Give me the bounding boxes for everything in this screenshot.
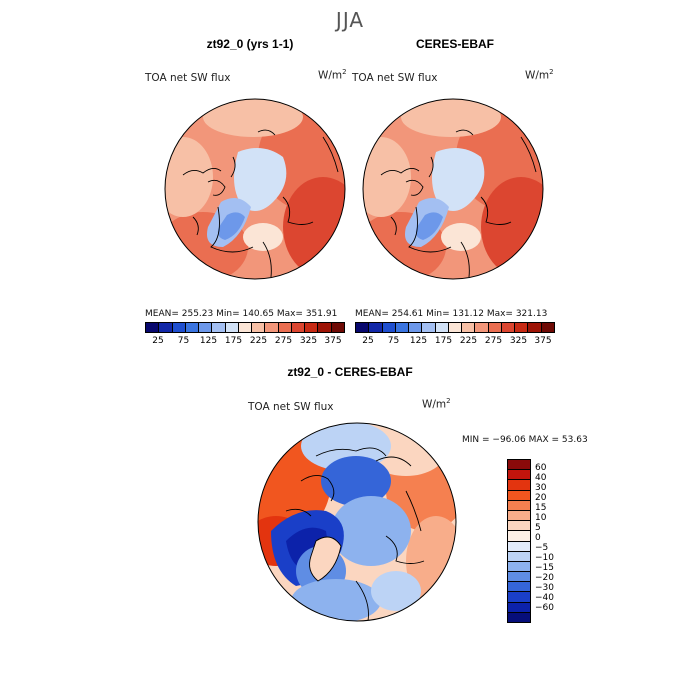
- colorbar-swatch: [448, 323, 463, 332]
- colorbar-swatch: [508, 470, 530, 481]
- colorbar-tick: 125: [409, 336, 428, 346]
- diff-polar-map: [257, 422, 457, 622]
- colorbar-tick: 175: [224, 336, 243, 346]
- colorbar-tick: 40: [535, 473, 547, 483]
- obs-units: W/m2: [525, 68, 554, 82]
- colorbar-swatch: [508, 541, 530, 552]
- obs-polar-map: [362, 98, 544, 280]
- colorbar-swatch: [508, 582, 530, 593]
- colorbar-tick: 5: [535, 523, 541, 533]
- colorbar-swatch: [199, 323, 213, 332]
- colorbar-swatch: [508, 521, 530, 532]
- colorbar-swatch: [488, 323, 502, 332]
- colorbar-tick: 225: [459, 336, 478, 346]
- diff-colorbar-labels: 60 40 30 20 15 10 5 0 −5 −10 −15 −20 −30…: [535, 459, 575, 621]
- colorbar-swatch: [508, 592, 530, 603]
- colorbar-swatch: [508, 531, 530, 542]
- colorbar-tick: 275: [274, 336, 293, 346]
- model-variable-label: TOA net SW flux: [145, 72, 231, 84]
- colorbar-tick: 325: [509, 336, 528, 346]
- colorbar-swatch: [501, 323, 516, 332]
- obs-stats: MEAN= 254.61 Min= 131.12 Max= 321.13: [355, 309, 548, 319]
- model-stats: MEAN= 255.23 Min= 140.65 Max= 351.91: [145, 309, 338, 319]
- colorbar-tick: −5: [535, 543, 549, 553]
- colorbar-tick: 20: [535, 493, 547, 503]
- diff-colorbar: [507, 459, 531, 623]
- colorbar-tick: −20: [535, 573, 554, 583]
- colorbar-swatch: [515, 323, 529, 332]
- colorbar-tick: 25: [152, 336, 164, 346]
- model-colorbar: [145, 322, 345, 333]
- model-colorbar-ticks: 25 75 125 175 225 275 325 375: [145, 336, 345, 346]
- colorbar-swatch: [508, 612, 530, 622]
- obs-colorbar: [355, 322, 555, 333]
- colorbar-tick: −40: [535, 593, 554, 603]
- model-units: W/m2: [318, 68, 347, 82]
- colorbar-swatch: [291, 323, 306, 332]
- colorbar-tick: 75: [387, 336, 400, 346]
- colorbar-swatch: [508, 561, 530, 573]
- colorbar-swatch: [238, 323, 253, 332]
- colorbar-swatch: [159, 323, 173, 332]
- colorbar-swatch: [318, 323, 332, 332]
- colorbar-swatch: [252, 323, 266, 332]
- colorbar-swatch: [508, 480, 530, 491]
- colorbar-swatch: [508, 572, 530, 583]
- colorbar-swatch: [508, 460, 530, 471]
- colorbar-tick: 10: [535, 513, 547, 523]
- colorbar-swatch: [462, 323, 476, 332]
- colorbar-tick: 30: [535, 483, 547, 493]
- colorbar-swatch: [435, 323, 449, 332]
- colorbar-swatch: [508, 551, 530, 562]
- colorbar-tick: −60: [535, 603, 554, 613]
- colorbar-swatch: [185, 323, 200, 332]
- colorbar-swatch: [508, 500, 530, 511]
- colorbar-tick: 75: [177, 336, 190, 346]
- colorbar-tick: −10: [535, 553, 554, 563]
- colorbar-tick: 275: [484, 336, 503, 346]
- colorbar-tick: −30: [535, 583, 554, 593]
- colorbar-swatch: [422, 323, 436, 332]
- colorbar-swatch: [172, 323, 186, 332]
- colorbar-swatch: [225, 323, 239, 332]
- colorbar-tick: 325: [299, 336, 318, 346]
- diff-units: W/m2: [422, 397, 451, 411]
- colorbar-tick: −15: [535, 563, 554, 573]
- colorbar-swatch: [528, 323, 542, 332]
- colorbar-swatch: [409, 323, 423, 332]
- colorbar-tick: 375: [324, 336, 342, 346]
- obs-variable-label: TOA net SW flux: [352, 72, 438, 84]
- colorbar-tick: 225: [249, 336, 268, 346]
- colorbar-tick: 60: [535, 463, 547, 473]
- colorbar-swatch: [475, 323, 489, 332]
- model-panel-title: zt92_0 (yrs 1-1): [206, 37, 294, 51]
- colorbar-swatch: [278, 323, 292, 332]
- colorbar-swatch: [395, 323, 410, 332]
- colorbar-swatch: [146, 323, 160, 332]
- colorbar-swatch: [382, 323, 396, 332]
- colorbar-swatch: [508, 602, 530, 613]
- colorbar-swatch: [508, 510, 530, 522]
- colorbar-swatch: [541, 323, 554, 332]
- colorbar-swatch: [305, 323, 319, 332]
- diff-stats: MIN = −96.06 MAX = 53.63: [462, 435, 588, 445]
- colorbar-tick: 175: [434, 336, 453, 346]
- colorbar-swatch: [356, 323, 370, 332]
- diff-variable-label: TOA net SW flux: [248, 401, 334, 413]
- colorbar-tick: 375: [534, 336, 552, 346]
- model-polar-map: [164, 98, 346, 280]
- diff-panel-title: zt92_0 - CERES-EBAF: [287, 365, 413, 379]
- colorbar-tick: 0: [535, 533, 541, 543]
- season-title: JJA: [335, 8, 365, 32]
- obs-panel-title: CERES-EBAF: [415, 37, 494, 51]
- colorbar-tick: 15: [535, 503, 547, 513]
- colorbar-swatch: [212, 323, 226, 332]
- colorbar-swatch: [265, 323, 279, 332]
- colorbar-swatch: [508, 490, 530, 501]
- colorbar-swatch: [369, 323, 383, 332]
- obs-colorbar-ticks: 25 75 125 175 225 275 325 375: [355, 336, 555, 346]
- colorbar-tick: 125: [199, 336, 218, 346]
- colorbar-tick: 25: [362, 336, 374, 346]
- colorbar-swatch: [331, 323, 344, 332]
